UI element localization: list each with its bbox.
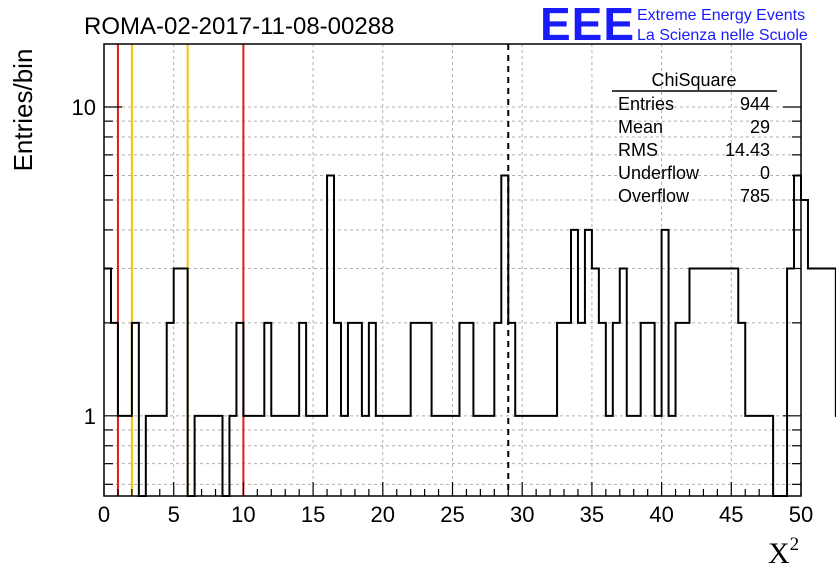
x-axis-label-sup: 2 <box>790 534 800 555</box>
x-tick-label: 30 <box>510 502 534 527</box>
x-axis-label-base: X <box>768 537 790 570</box>
stats-value: 14.43 <box>725 140 770 160</box>
x-tick-label: 0 <box>98 502 110 527</box>
logo-line1: Extreme Energy Events <box>637 7 805 24</box>
stats-value: 29 <box>750 117 770 137</box>
x-tick-label: 10 <box>231 502 255 527</box>
stats-label: Entries <box>618 94 674 114</box>
histogram-outline <box>104 174 836 497</box>
stats-label: Underflow <box>618 163 700 183</box>
stats-value: 785 <box>740 186 770 206</box>
logo-mark: EEE <box>540 0 635 50</box>
stats-label: Mean <box>618 117 663 137</box>
x-tick-label: 40 <box>649 502 673 527</box>
y-tick-label: 10 <box>72 95 96 120</box>
stats-box: ChiSquare Entries 944 Mean 29 RMS 14.43 Underf… <box>612 70 777 206</box>
grid-lines <box>104 44 801 496</box>
stats-value: 944 <box>740 94 770 114</box>
y-axis-label: Entries/bin <box>8 49 38 172</box>
x-axis-label: X2 <box>768 534 799 570</box>
stats-value: 0 <box>760 163 770 183</box>
x-tick-label: 20 <box>371 502 395 527</box>
plot-frame <box>103 43 802 497</box>
x-tick-label: 15 <box>301 502 325 527</box>
stats-title: ChiSquare <box>651 70 736 90</box>
x-tick-label: 25 <box>440 502 464 527</box>
stats-label: Overflow <box>618 186 690 206</box>
axis-ticks: 0 5 10 15 20 25 30 35 40 45 50 1 10 <box>72 95 814 527</box>
y-tick-label: 1 <box>84 404 96 429</box>
chart-title: ROMA-02-2017-11-08-00288 <box>84 13 394 40</box>
x-tick-label: 35 <box>580 502 604 527</box>
logo-line2: La Scienza nelle Scuole <box>637 27 808 44</box>
x-tick-label: 45 <box>719 502 743 527</box>
stats-label: RMS <box>618 140 658 160</box>
eee-logo: EEE Extreme Energy Events La Scienza nel… <box>540 0 808 50</box>
x-tick-label: 5 <box>168 502 180 527</box>
x-tick-label: 50 <box>789 502 813 527</box>
